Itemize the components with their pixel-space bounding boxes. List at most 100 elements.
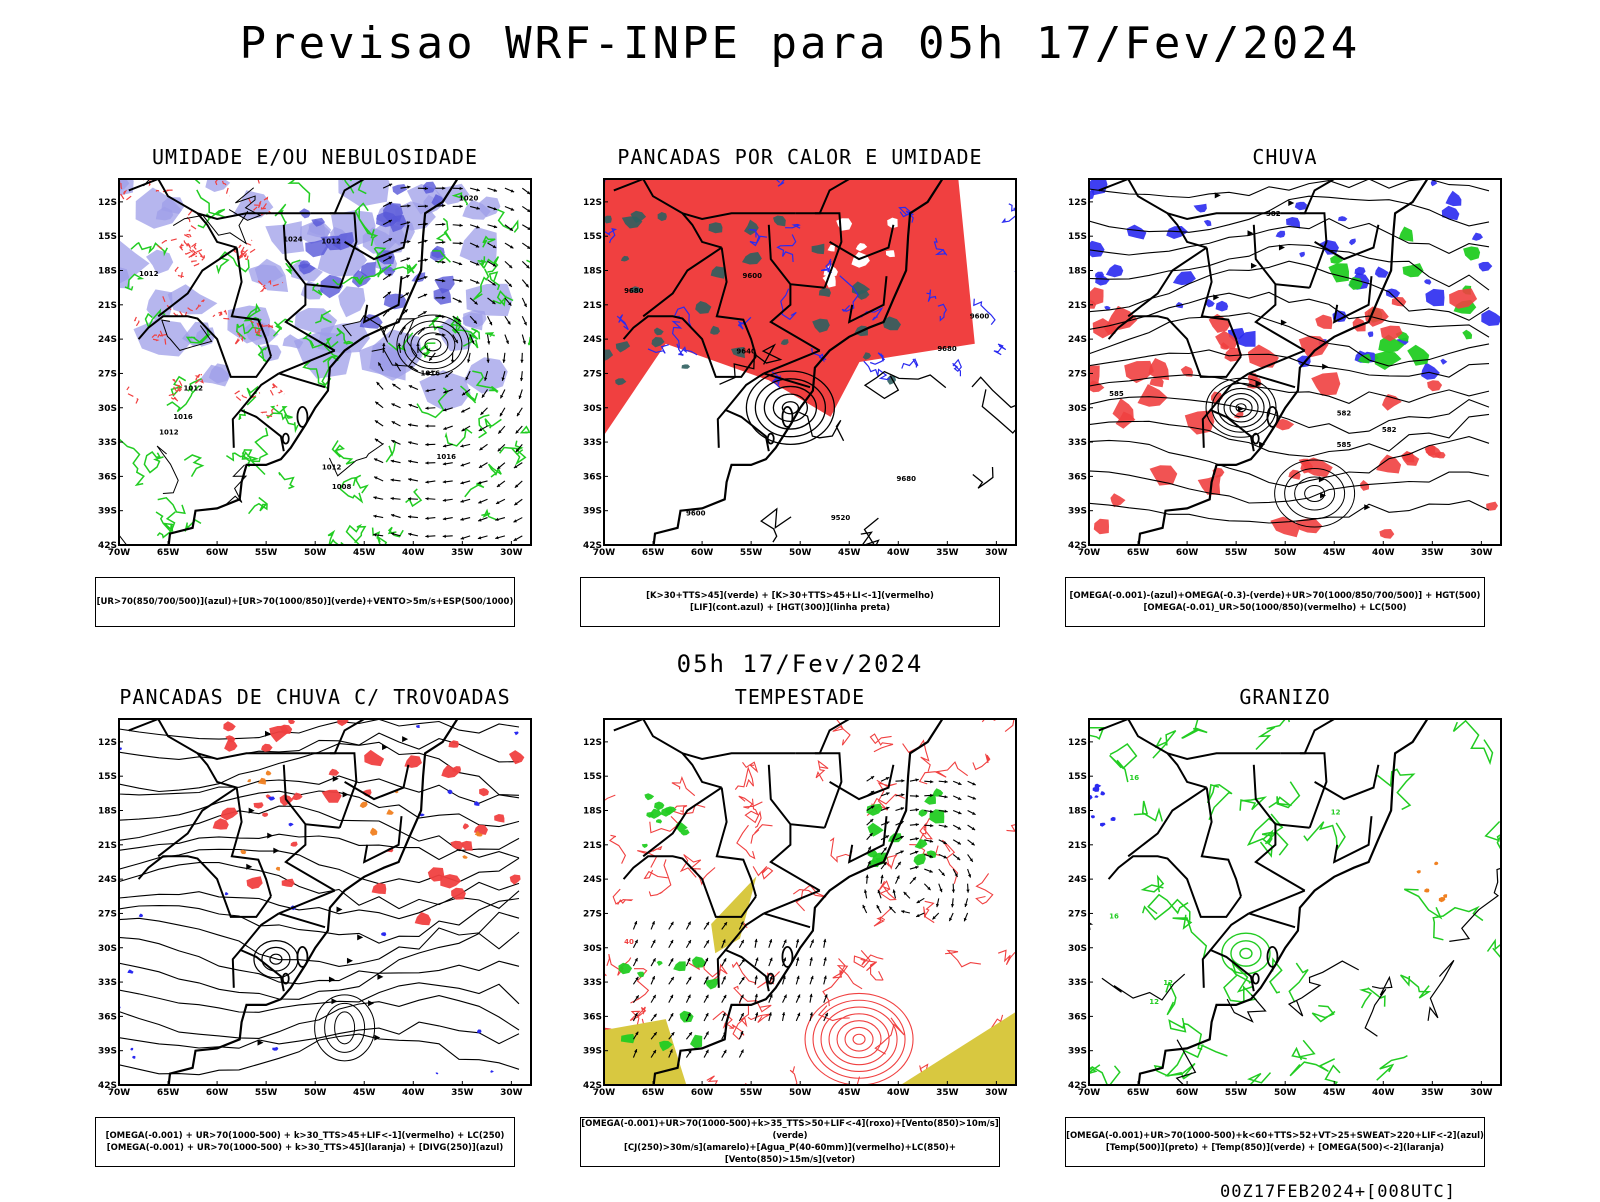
wind-vector	[522, 243, 530, 249]
rain-area	[1379, 529, 1394, 539]
lagoa-mirim	[283, 434, 289, 444]
wind-vector	[889, 906, 895, 912]
wind-vector	[373, 496, 383, 499]
contour-label: 9600	[742, 272, 762, 280]
border-line	[1128, 788, 1207, 857]
lat-label: 24S	[1068, 335, 1087, 345]
temperature-500	[1289, 961, 1359, 1016]
lon-label: 50W	[789, 548, 812, 558]
contour-label: 1016	[421, 369, 441, 377]
wind-vector	[519, 389, 523, 399]
lon-label: 65W	[1127, 1088, 1150, 1098]
thunderstorm-area	[463, 823, 469, 829]
wind-vector	[443, 444, 453, 447]
thickness-contour	[181, 240, 195, 258]
lifted-index	[1003, 204, 1017, 222]
lon-label: 55W	[740, 1088, 763, 1098]
border-line	[614, 719, 722, 788]
wind-vector	[722, 995, 726, 1003]
wind-vector	[739, 1050, 743, 1058]
lon-label: 50W	[1274, 548, 1297, 558]
omega-ascent	[1104, 306, 1111, 310]
lat-label: 30S	[1068, 944, 1087, 954]
wind-vector	[488, 188, 498, 192]
lat-label: 27S	[98, 369, 117, 379]
omega-ascent	[1299, 252, 1305, 258]
contour-label: 585	[1337, 441, 1352, 449]
strong-wind	[661, 808, 673, 817]
wind-vector	[408, 478, 418, 481]
wind-vector	[478, 536, 488, 540]
contour-label: 9680	[937, 345, 957, 353]
panel-title: TEMPESTADE	[560, 685, 1040, 709]
temperature-850	[1289, 963, 1308, 1002]
lon-label: 55W	[1225, 548, 1248, 558]
omega-500	[1417, 870, 1421, 873]
wind-vector	[966, 884, 969, 893]
wind-vector	[502, 353, 505, 363]
wind-vector	[953, 796, 961, 800]
lon-label: 30W	[500, 548, 523, 558]
lat-label: 12S	[583, 198, 602, 208]
omega-ascent	[1349, 239, 1356, 246]
wind-vector	[470, 188, 480, 191]
lon-label: 65W	[642, 1088, 665, 1098]
wind-vector	[910, 823, 919, 826]
wind-vector	[810, 957, 813, 966]
wind-vector	[686, 922, 690, 930]
humidity-low-level	[119, 439, 144, 485]
divergence	[514, 732, 519, 736]
precipitable-water	[903, 741, 931, 772]
precipitable-water	[819, 1006, 850, 1021]
contour-label: 1012	[139, 270, 159, 278]
wind-vector	[460, 518, 470, 521]
border-line	[1202, 788, 1241, 897]
precipitable-water	[713, 1011, 734, 1028]
omega-500	[1434, 862, 1438, 866]
humidity-low-level	[290, 180, 310, 202]
thunderstorm-area	[220, 808, 238, 821]
contour-label: 1012	[321, 237, 341, 245]
wind-vector	[460, 499, 470, 502]
border-line	[1249, 913, 1295, 927]
lon-label: 35W	[936, 1088, 959, 1098]
wind-vector	[669, 995, 673, 1003]
humidity-low-level	[497, 210, 518, 233]
thickness-contour	[156, 239, 177, 249]
wind-vector	[505, 188, 514, 192]
lat-label: 18S	[1068, 267, 1087, 277]
lat-label: 24S	[1068, 875, 1087, 885]
wind-vector	[391, 514, 401, 518]
wind-vector	[924, 869, 932, 873]
wind-vector	[453, 242, 463, 245]
thunderstorm-area	[364, 750, 384, 766]
precipitable-water	[790, 1066, 797, 1090]
precipitable-water	[645, 870, 668, 878]
lat-label: 15S	[1068, 772, 1087, 782]
precipitable-water	[833, 959, 845, 978]
lat-label: 15S	[583, 772, 602, 782]
temperature-850	[1263, 814, 1283, 844]
jet-stream	[711, 876, 756, 953]
strong-wind	[642, 844, 648, 848]
wind-vector	[479, 463, 488, 468]
wind-vector	[769, 958, 773, 966]
wind-vector	[910, 778, 919, 781]
wind-vector	[633, 921, 637, 929]
wind-vector	[769, 1012, 772, 1021]
strong-wind	[914, 853, 926, 865]
wind-vector	[704, 1050, 708, 1058]
temperature-850	[1312, 1006, 1335, 1022]
hail-area	[1100, 791, 1105, 795]
wind-vector	[953, 781, 961, 785]
panel-title: UMIDADE E/OU NEBULOSIDADE	[75, 145, 555, 169]
wind-vector	[968, 840, 975, 846]
height-contour	[1285, 469, 1345, 519]
wind-vector	[377, 382, 384, 390]
contour-label: 1012	[159, 428, 179, 436]
wind-vector	[522, 335, 526, 345]
wind-vector	[470, 280, 479, 284]
